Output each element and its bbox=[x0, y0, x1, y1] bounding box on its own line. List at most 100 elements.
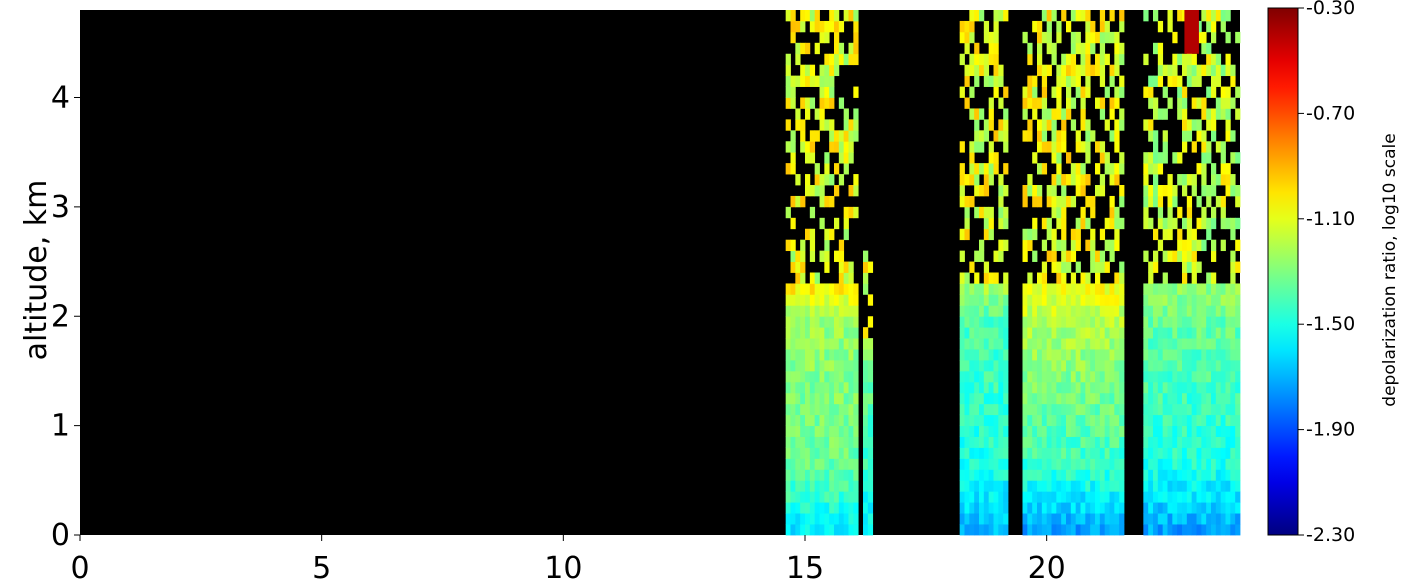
heatmap-cell bbox=[1022, 447, 1028, 459]
heatmap-cell bbox=[848, 502, 854, 514]
heatmap-cell bbox=[1114, 436, 1120, 448]
heatmap-cell bbox=[809, 403, 816, 416]
heatmap-cell bbox=[809, 360, 816, 372]
heatmap-cell bbox=[863, 392, 869, 405]
heatmap-cell bbox=[1027, 436, 1033, 448]
heatmap-cell bbox=[1167, 360, 1173, 372]
heatmap-cell bbox=[1157, 305, 1164, 317]
heatmap-cell bbox=[1109, 414, 1115, 427]
heatmap-cell bbox=[1046, 119, 1052, 131]
heatmap-cell bbox=[1099, 327, 1106, 339]
heatmap-cell bbox=[1085, 141, 1091, 153]
heatmap-cell bbox=[1027, 513, 1033, 525]
heatmap-cell bbox=[848, 491, 854, 503]
heatmap-cell bbox=[959, 195, 965, 208]
heatmap-cell bbox=[1046, 316, 1052, 328]
heatmap-cell bbox=[1051, 283, 1057, 295]
heatmap-cell bbox=[819, 20, 825, 33]
heatmap-cell bbox=[959, 425, 965, 437]
heatmap-cell bbox=[809, 447, 816, 459]
heatmap-cell bbox=[848, 130, 854, 142]
heatmap-cell bbox=[1225, 53, 1231, 66]
heatmap-cell bbox=[853, 10, 859, 22]
heatmap-cell bbox=[824, 20, 830, 33]
heatmap-cell bbox=[819, 360, 825, 372]
heatmap-cell bbox=[848, 294, 854, 306]
heatmap-cell bbox=[1235, 502, 1241, 514]
heatmap-cell bbox=[993, 414, 999, 427]
heatmap-cell bbox=[1080, 272, 1086, 284]
heatmap-cell bbox=[1196, 458, 1202, 470]
heatmap-cell bbox=[1153, 403, 1159, 416]
heatmap-cell bbox=[1157, 513, 1164, 525]
heatmap-cell bbox=[1114, 305, 1120, 317]
heatmap-cell bbox=[848, 141, 854, 153]
heatmap-cell bbox=[1037, 392, 1043, 405]
heatmap-cell bbox=[993, 20, 999, 33]
heatmap-cell bbox=[993, 425, 999, 437]
heatmap-cell bbox=[809, 152, 816, 164]
heatmap-cell bbox=[1056, 108, 1062, 120]
heatmap-cell bbox=[843, 469, 849, 481]
heatmap-cell bbox=[1080, 425, 1086, 437]
heatmap-cell bbox=[1186, 502, 1193, 514]
heatmap-cell bbox=[795, 283, 801, 295]
heatmap-cell bbox=[1148, 217, 1154, 230]
heatmap-cell bbox=[979, 239, 985, 252]
heatmap-cell bbox=[1143, 370, 1149, 383]
heatmap-cell bbox=[809, 491, 816, 503]
heatmap-cell bbox=[1148, 316, 1154, 328]
heatmap-cell bbox=[1061, 64, 1067, 77]
heatmap-cell bbox=[1003, 217, 1009, 230]
heatmap-cell bbox=[993, 381, 999, 394]
heatmap-cell bbox=[800, 370, 806, 383]
heatmap-cell bbox=[1037, 524, 1043, 536]
heatmap-cell bbox=[834, 381, 840, 394]
heatmap-cell bbox=[800, 42, 806, 55]
heatmap-cell bbox=[1051, 261, 1057, 273]
heatmap-cell bbox=[1148, 338, 1154, 350]
heatmap-cell bbox=[1080, 174, 1086, 186]
heatmap-cell bbox=[829, 480, 835, 492]
heatmap-cell bbox=[1114, 283, 1120, 295]
heatmap-cell bbox=[1220, 392, 1226, 405]
heatmap-cell bbox=[1211, 86, 1217, 98]
heatmap-cell bbox=[969, 436, 975, 448]
heatmap-cell bbox=[1220, 447, 1226, 459]
heatmap-cell bbox=[1119, 392, 1125, 405]
heatmap-cell bbox=[1225, 360, 1231, 372]
heatmap-cell bbox=[1046, 141, 1052, 153]
heatmap-cell bbox=[1186, 119, 1193, 131]
heatmap-cell bbox=[1201, 294, 1207, 306]
heatmap-cell bbox=[814, 436, 820, 448]
heatmap-cell bbox=[1191, 370, 1197, 383]
heatmap-cell bbox=[800, 294, 806, 306]
heatmap-cell bbox=[1186, 327, 1193, 339]
heatmap-cell bbox=[1080, 458, 1086, 470]
heatmap-cell bbox=[1215, 141, 1222, 153]
heatmap-cell bbox=[1114, 349, 1120, 361]
heatmap-cell bbox=[824, 327, 830, 339]
heatmap-cell bbox=[1191, 53, 1197, 66]
heatmap-cell bbox=[988, 228, 994, 241]
heatmap-cell bbox=[1061, 513, 1067, 525]
heatmap-cell bbox=[1104, 316, 1110, 328]
heatmap-cell bbox=[863, 502, 869, 514]
heatmap-cell bbox=[1051, 414, 1057, 427]
heatmap-cell bbox=[1070, 436, 1077, 448]
heatmap-cell bbox=[1157, 206, 1164, 219]
heatmap-cell bbox=[805, 75, 811, 87]
heatmap-cell bbox=[1167, 491, 1173, 503]
heatmap-cell bbox=[1177, 524, 1183, 536]
heatmap-cell bbox=[959, 31, 965, 44]
heatmap-cell bbox=[974, 469, 980, 481]
heatmap-cell bbox=[814, 403, 820, 416]
heatmap-cell bbox=[1157, 294, 1164, 306]
heatmap-cell bbox=[1143, 174, 1149, 186]
heatmap-cell bbox=[867, 392, 874, 405]
heatmap-cell bbox=[959, 141, 965, 153]
heatmap-cell bbox=[1109, 392, 1115, 405]
heatmap-cell bbox=[863, 436, 869, 448]
heatmap-cell bbox=[1235, 338, 1241, 350]
heatmap-cell bbox=[1104, 31, 1110, 44]
